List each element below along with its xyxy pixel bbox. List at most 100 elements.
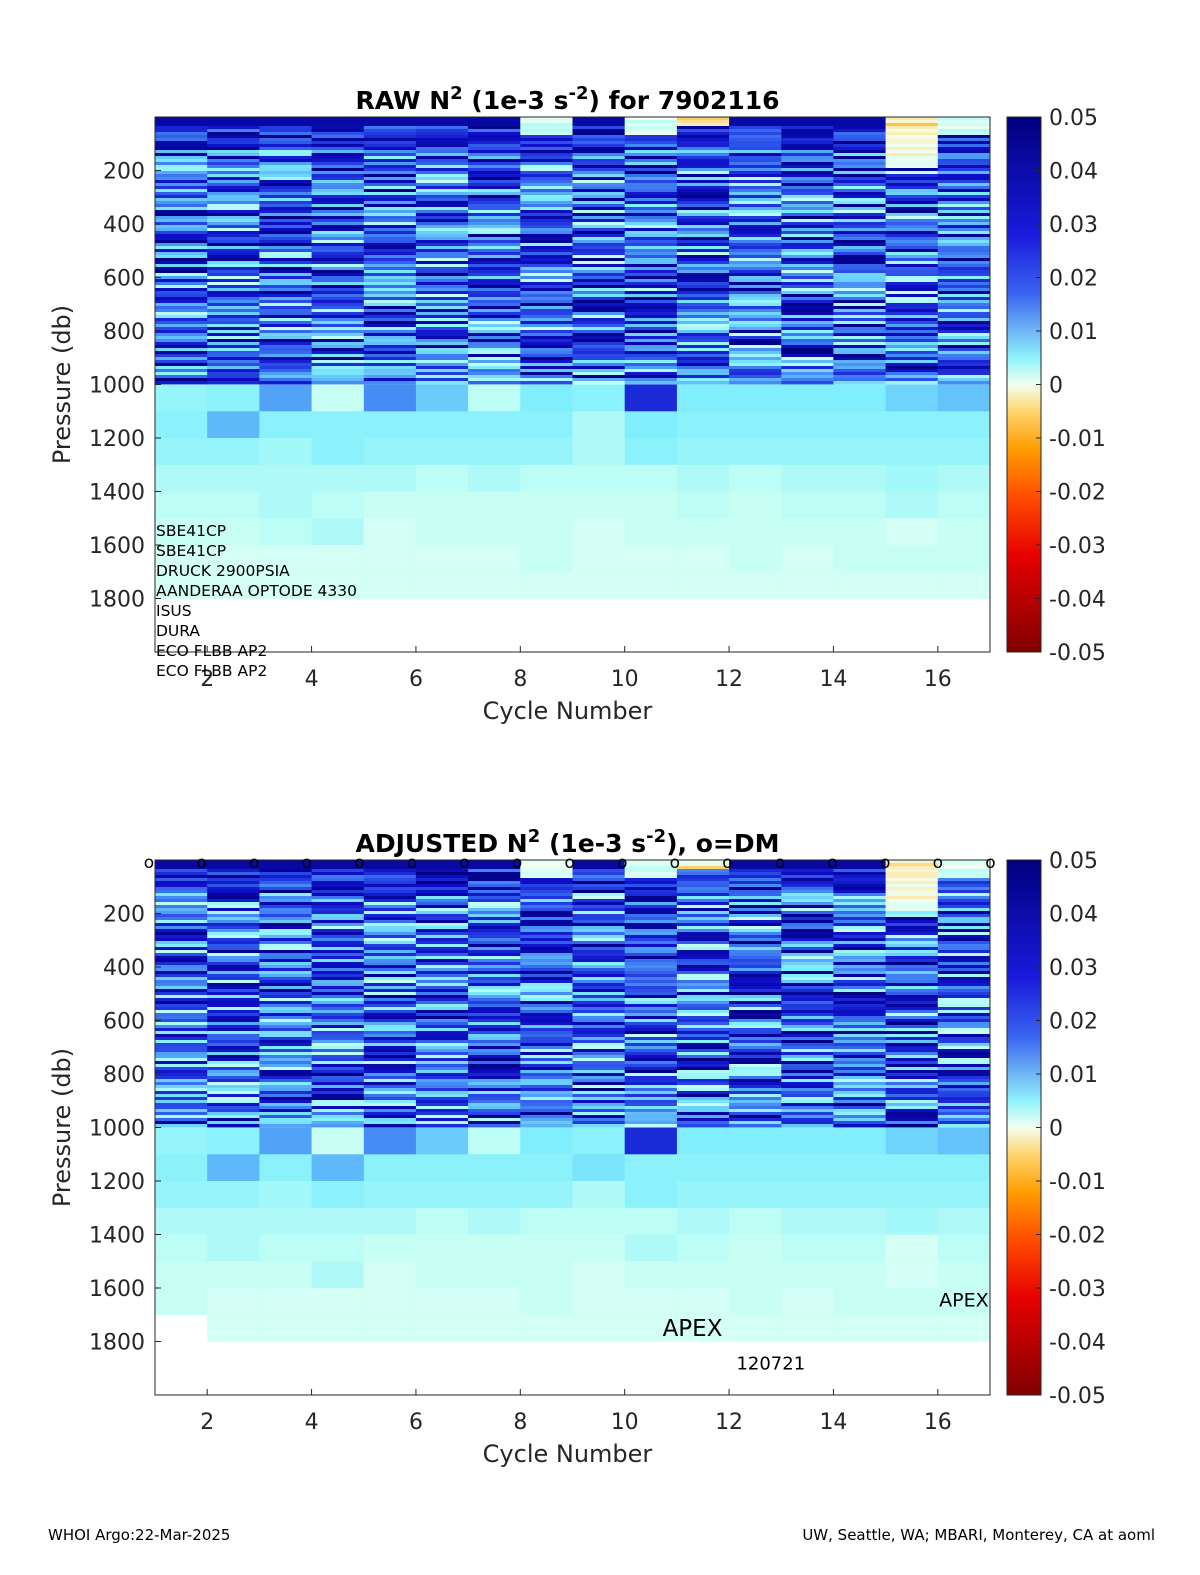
heatmap-cell [468, 965, 521, 969]
heatmap-cell [155, 147, 208, 151]
heatmap-cell [676, 330, 730, 334]
heatmap-cell [729, 860, 782, 864]
heatmap-cell [781, 345, 834, 349]
heatmap-cell [207, 225, 260, 229]
heatmap-cell [885, 869, 939, 873]
heatmap-cell [363, 330, 417, 334]
heatmap-cell [937, 321, 991, 325]
heatmap-cell [624, 165, 678, 169]
heatmap-cell [624, 1091, 678, 1095]
heatmap-cell [155, 360, 208, 364]
heatmap-cell [781, 213, 834, 217]
heatmap-cell [833, 860, 887, 864]
heatmap-cell [729, 330, 782, 334]
heatmap-cell [363, 357, 417, 361]
heatmap-cell [415, 1079, 469, 1083]
heatmap-cell [363, 989, 417, 993]
heatmap-cell [155, 378, 208, 382]
heatmap-cell [676, 177, 730, 181]
heatmap-cell [676, 1234, 730, 1262]
heatmap-cell [415, 228, 469, 232]
heatmap-cell [520, 192, 573, 196]
heatmap-cell [155, 261, 208, 265]
heatmap-cell [311, 995, 365, 999]
heatmap-cell [207, 938, 260, 942]
heatmap-cell [259, 339, 313, 343]
heatmap-cell [729, 438, 782, 466]
heatmap-cell [259, 1094, 313, 1098]
heatmap-cell [520, 357, 573, 361]
heatmap-cell [259, 330, 313, 334]
heatmap-cell [833, 571, 887, 599]
dm-marker: o [617, 853, 627, 873]
heatmap-cell [572, 1124, 626, 1128]
heatmap-cell [624, 303, 678, 307]
heatmap-cell [415, 968, 469, 972]
heatmap-cell [833, 360, 887, 364]
x-tick-label: 14 [819, 667, 847, 692]
heatmap-cell [155, 518, 208, 546]
heatmap-cell [885, 129, 939, 133]
heatmap-cell [885, 363, 939, 367]
heatmap-cell [885, 381, 939, 385]
heatmap-cell [468, 908, 521, 912]
heatmap-cell [624, 324, 678, 328]
heatmap-cell [311, 1010, 365, 1014]
heatmap-cell [624, 315, 678, 319]
heatmap-cell [624, 306, 678, 310]
heatmap-cell [468, 150, 521, 154]
heatmap-cell [207, 201, 260, 205]
heatmap-cell [572, 366, 626, 370]
heatmap-cell [207, 147, 260, 151]
heatmap-cell [259, 1058, 313, 1062]
heatmap-cell [885, 965, 939, 969]
heatmap-cell [676, 1118, 730, 1122]
heatmap-cell [520, 1154, 573, 1182]
heatmap-cell [207, 1234, 260, 1262]
heatmap-cell [572, 1079, 626, 1083]
heatmap-cell [572, 1022, 626, 1026]
heatmap-cell [624, 132, 678, 136]
heatmap-cell [833, 1082, 887, 1086]
heatmap-cell [781, 1007, 834, 1011]
heatmap-cell [363, 159, 417, 163]
heatmap-cell [833, 309, 887, 313]
heatmap-cell [572, 324, 626, 328]
heatmap-cell [885, 887, 939, 891]
heatmap-cell [207, 180, 260, 184]
heatmap-cell [259, 998, 313, 1002]
heatmap-cell [155, 986, 208, 990]
heatmap-cell [676, 1091, 730, 1095]
heatmap-cell [520, 381, 573, 385]
heatmap-cell [885, 884, 939, 888]
heatmap-cell [207, 150, 260, 154]
heatmap-cell [468, 345, 521, 349]
heatmap-cell [885, 255, 939, 259]
heatmap-cell [833, 150, 887, 154]
heatmap-cell [885, 156, 939, 160]
heatmap-cell [833, 866, 887, 870]
heatmap-cell [572, 198, 626, 202]
heatmap-cell [624, 333, 678, 337]
sensor-label: DRUCK 2900PSIA [156, 562, 290, 580]
heatmap-cell [676, 1127, 730, 1155]
dm-marker: o [144, 853, 154, 873]
heatmap-cell [155, 363, 208, 367]
heatmap-cell [885, 896, 939, 900]
heatmap-cell [937, 908, 991, 912]
heatmap-cell [781, 381, 834, 385]
heatmap-cell [311, 1207, 365, 1235]
heatmap-cell [572, 896, 626, 900]
heatmap-cell [468, 135, 521, 139]
heatmap-cell [937, 893, 991, 897]
heatmap-cell [155, 1016, 208, 1020]
heatmap-cell [624, 348, 678, 352]
heatmap-cell [468, 1064, 521, 1068]
heatmap-cell [885, 336, 939, 340]
heatmap-cell [885, 333, 939, 337]
heatmap-cell [259, 153, 313, 157]
heatmap-cell [624, 863, 678, 867]
heatmap-cell [468, 944, 521, 948]
heatmap-cell [468, 213, 521, 217]
heatmap-cell [259, 1016, 313, 1020]
